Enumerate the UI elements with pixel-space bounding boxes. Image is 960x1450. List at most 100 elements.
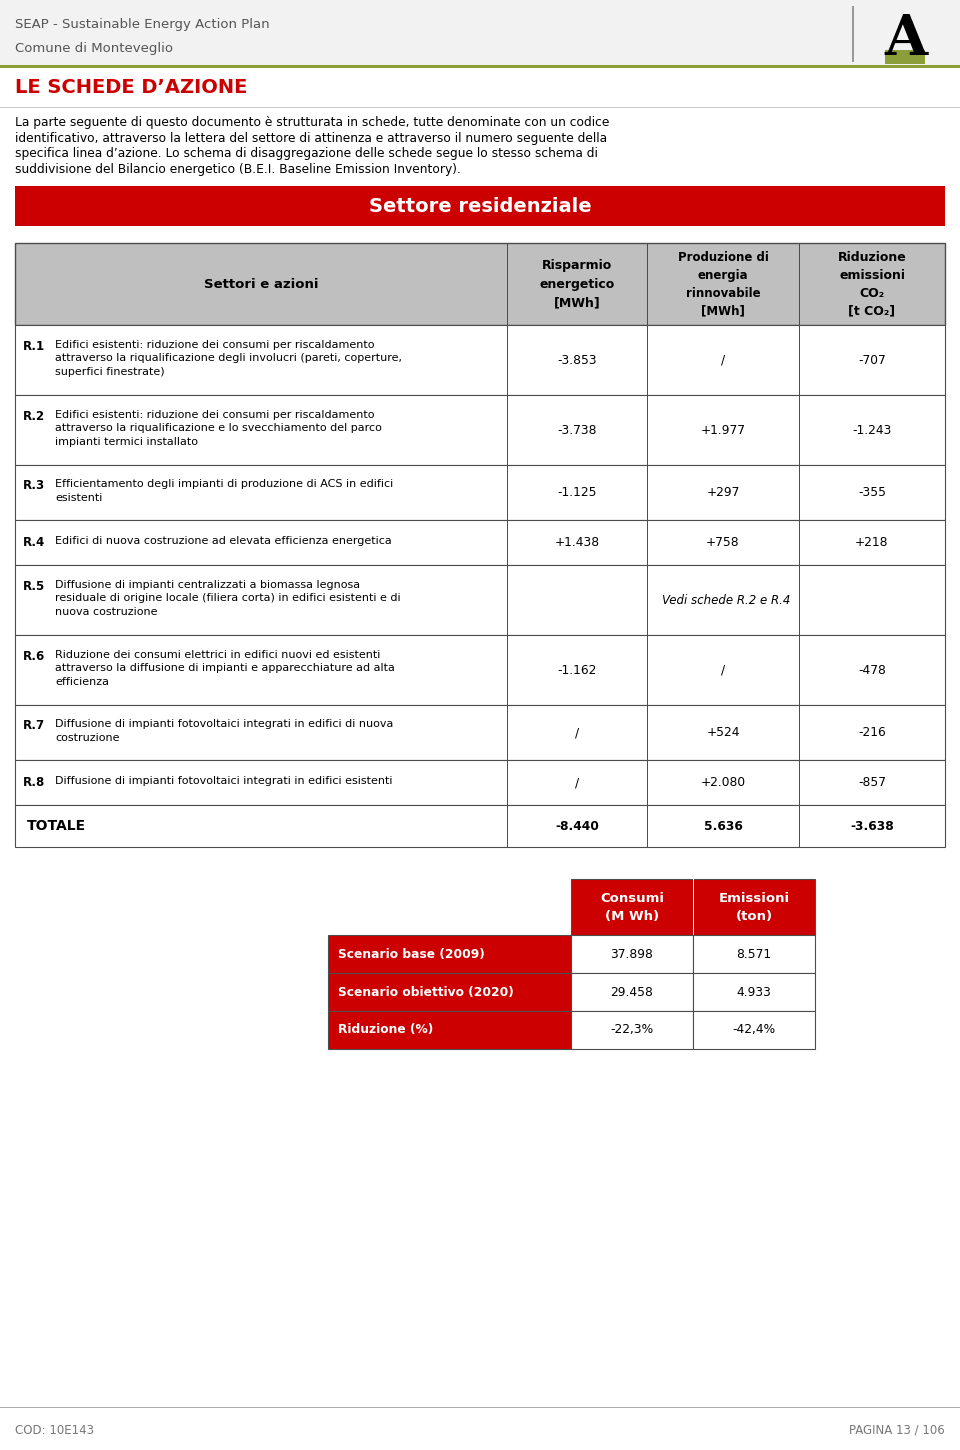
Bar [647, 244, 648, 325]
Bar [328, 1011, 571, 1048]
Text: -3.638: -3.638 [851, 819, 894, 832]
Text: LE SCHEDE D’AZIONE: LE SCHEDE D’AZIONE [15, 78, 248, 97]
Text: Comune di Monteveglio: Comune di Monteveglio [15, 42, 173, 55]
Bar [571, 1011, 693, 1048]
Text: Scenario obiettivo (2020): Scenario obiettivo (2020) [338, 986, 514, 999]
Bar [571, 935, 693, 973]
Text: -857: -857 [858, 776, 886, 789]
Bar [799, 244, 800, 325]
Text: Edifici esistenti: riduzione dei consumi per riscaldamento: Edifici esistenti: riduzione dei consumi… [55, 410, 374, 419]
Text: suddivisione del Bilancio energetico (B.E.I. Baseline Emission Inventory).: suddivisione del Bilancio energetico (B.… [15, 162, 461, 175]
Text: Settore residenziale: Settore residenziale [369, 197, 591, 216]
Bar [15, 465, 945, 521]
Text: PAGINA 13 / 106: PAGINA 13 / 106 [850, 1424, 945, 1437]
Bar [328, 935, 571, 973]
Text: -1.162: -1.162 [558, 664, 597, 677]
Text: SEAP - Sustainable Energy Action Plan: SEAP - Sustainable Energy Action Plan [15, 17, 270, 30]
Text: +524: +524 [707, 726, 740, 740]
Text: -216: -216 [858, 726, 886, 740]
Text: Emissioni
(ton): Emissioni (ton) [718, 892, 789, 922]
Bar [571, 879, 815, 935]
Text: Riduzione dei consumi elettrici in edifici nuovi ed esistenti: Riduzione dei consumi elettrici in edifi… [55, 650, 380, 660]
Text: R.8: R.8 [23, 776, 45, 789]
Text: +218: +218 [855, 536, 889, 550]
Text: +2.080: +2.080 [701, 776, 746, 789]
Text: esistenti: esistenti [55, 493, 103, 503]
Text: Diffusione di impianti fotovoltaici integrati in edifici di nuova: Diffusione di impianti fotovoltaici inte… [55, 719, 394, 729]
Text: specifica linea d’azione. Lo schema di disaggregazione delle schede segue lo ste: specifica linea d’azione. Lo schema di d… [15, 146, 598, 160]
Text: Diffusione di impianti centralizzati a biomassa legnosa: Diffusione di impianti centralizzati a b… [55, 580, 360, 590]
Bar [15, 521, 945, 566]
Text: R.2: R.2 [23, 410, 45, 423]
Text: A: A [884, 12, 927, 67]
Text: Diffusione di impianti fotovoltaici integrati in edifici esistenti: Diffusione di impianti fotovoltaici inte… [55, 776, 393, 786]
Bar [885, 49, 925, 64]
Text: COD: 10E143: COD: 10E143 [15, 1424, 94, 1437]
Text: -478: -478 [858, 664, 886, 677]
Text: Edifici esistenti: riduzione dei consumi per riscaldamento: Edifici esistenti: riduzione dei consumi… [55, 339, 374, 349]
Text: Efficientamento degli impianti di produzione di ACS in edifici: Efficientamento degli impianti di produz… [55, 478, 394, 489]
Text: Consumi
(M Wh): Consumi (M Wh) [600, 892, 664, 922]
Text: -3.738: -3.738 [557, 423, 597, 436]
Text: 37.898: 37.898 [611, 947, 654, 960]
Text: -1.125: -1.125 [557, 486, 597, 499]
Text: Risparmio
energetico
[MWh]: Risparmio energetico [MWh] [540, 258, 614, 309]
Text: residuale di origine locale (filiera corta) in edifici esistenti e di: residuale di origine locale (filiera cor… [55, 593, 400, 603]
Bar [328, 973, 571, 1011]
Text: R.5: R.5 [23, 580, 45, 593]
Text: R.6: R.6 [23, 650, 45, 663]
Bar [15, 186, 945, 226]
Text: R.7: R.7 [23, 719, 45, 732]
Text: -3.853: -3.853 [557, 354, 597, 367]
Text: nuova costruzione: nuova costruzione [55, 606, 157, 616]
Text: /: / [721, 354, 725, 367]
Text: efficienza: efficienza [55, 677, 109, 687]
Text: +297: +297 [707, 486, 740, 499]
Text: Vedi schede R.2 e R.4: Vedi schede R.2 e R.4 [661, 593, 790, 606]
Bar [0, 65, 960, 68]
Text: -42,4%: -42,4% [732, 1024, 776, 1037]
Text: identificativo, attraverso la lettera del settore di attinenza e attraverso il n: identificativo, attraverso la lettera de… [15, 132, 607, 145]
Bar [693, 973, 815, 1011]
Text: attraverso la riqualificazione e lo svecchiamento del parco: attraverso la riqualificazione e lo svec… [55, 423, 382, 434]
Text: R.3: R.3 [23, 478, 45, 492]
Text: Scenario base (2009): Scenario base (2009) [338, 947, 485, 960]
Text: costruzione: costruzione [55, 732, 119, 742]
Text: attraverso la diffusione di impianti e apparecchiature ad alta: attraverso la diffusione di impianti e a… [55, 663, 395, 673]
Text: /: / [575, 776, 579, 789]
Text: attraverso la riqualificazione degli involucri (pareti, coperture,: attraverso la riqualificazione degli inv… [55, 354, 402, 364]
Text: Riduzione (%): Riduzione (%) [338, 1024, 433, 1037]
Text: Edifici di nuova costruzione ad elevata efficienza energetica: Edifici di nuova costruzione ad elevata … [55, 535, 392, 545]
Text: 5.636: 5.636 [704, 819, 742, 832]
Bar [571, 973, 693, 1011]
Bar [15, 760, 945, 805]
Text: R.4: R.4 [23, 535, 45, 548]
Bar [15, 566, 945, 635]
Text: +758: +758 [707, 536, 740, 550]
Bar [15, 325, 945, 394]
Bar [852, 6, 853, 62]
Text: -1.243: -1.243 [852, 423, 892, 436]
Text: -22,3%: -22,3% [611, 1024, 654, 1037]
Text: R.1: R.1 [23, 339, 45, 352]
Bar [693, 935, 815, 973]
Text: -8.440: -8.440 [555, 819, 599, 832]
Text: impianti termici installato: impianti termici installato [55, 436, 198, 447]
Bar [0, 0, 960, 68]
Bar [15, 805, 945, 847]
Text: /: / [575, 726, 579, 740]
Text: /: / [721, 664, 725, 677]
Text: +1.438: +1.438 [555, 536, 600, 550]
Bar [507, 244, 508, 325]
Text: 8.571: 8.571 [736, 947, 772, 960]
Bar [693, 1011, 815, 1048]
Text: +1.977: +1.977 [701, 423, 746, 436]
Text: 4.933: 4.933 [736, 986, 772, 999]
Bar [15, 394, 945, 465]
Text: -707: -707 [858, 354, 886, 367]
Bar [15, 705, 945, 760]
Text: Riduzione
emissioni
CO₂
[t CO₂]: Riduzione emissioni CO₂ [t CO₂] [838, 251, 906, 318]
Text: -355: -355 [858, 486, 886, 499]
Text: Settori e azioni: Settori e azioni [204, 277, 319, 290]
Text: 29.458: 29.458 [611, 986, 654, 999]
